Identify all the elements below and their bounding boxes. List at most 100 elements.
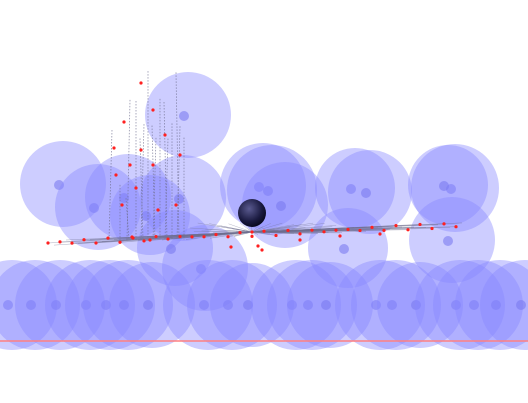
- sphere-core: [263, 186, 273, 196]
- marker: [298, 238, 302, 242]
- sphere-core: [439, 181, 449, 191]
- marker: [154, 234, 158, 239]
- marker: [142, 239, 146, 243]
- vertical-line-layer: [108, 71, 185, 241]
- vertical-strand: [126, 99, 131, 241]
- sphere-core: [89, 203, 99, 213]
- vertical-strand: [175, 72, 180, 241]
- marker: [94, 241, 98, 245]
- vertical-strand: [108, 129, 113, 241]
- marker: [430, 226, 434, 231]
- sphere-core: [174, 194, 184, 204]
- marker: [382, 228, 386, 232]
- marker: [151, 108, 155, 112]
- sphere-core: [516, 300, 526, 310]
- marker: [139, 81, 143, 85]
- fan-line: [251, 222, 283, 233]
- sphere: [0, 260, 80, 350]
- marker: [338, 234, 342, 238]
- marker: [112, 146, 116, 150]
- sphere-core: [51, 300, 61, 310]
- marker: [256, 244, 260, 248]
- marker: [190, 235, 194, 239]
- sphere-core: [26, 300, 36, 310]
- sphere-core: [143, 300, 153, 310]
- marker: [406, 228, 410, 232]
- marker: [163, 133, 167, 137]
- marker: [274, 233, 278, 238]
- sphere-core: [469, 300, 479, 310]
- marker: [334, 228, 338, 232]
- marker: [226, 235, 230, 239]
- marker: [178, 234, 182, 239]
- fan-line-layer: [47, 222, 463, 246]
- marker: [139, 148, 143, 152]
- dark-sphere[interactable]: [238, 199, 266, 227]
- marker: [151, 163, 155, 167]
- fan-line: [251, 231, 277, 236]
- sphere-core: [287, 300, 297, 310]
- vertical-strand: [125, 198, 130, 241]
- sphere-core: [141, 211, 151, 221]
- front-sphere-layer: [0, 260, 528, 350]
- marker: [250, 234, 254, 239]
- marker: [378, 232, 382, 236]
- marker: [260, 248, 264, 252]
- sphere-core: [411, 300, 421, 310]
- marker: [58, 240, 62, 244]
- marker: [70, 241, 74, 245]
- sphere-core: [346, 184, 356, 194]
- sphere: [480, 260, 528, 350]
- sphere-core: [491, 300, 501, 310]
- marker: [418, 222, 422, 227]
- marker: [214, 232, 218, 237]
- sphere-core: [254, 182, 264, 192]
- fan-line: [228, 223, 253, 233]
- marker: [358, 228, 362, 233]
- marker: [322, 230, 326, 234]
- marker: [131, 236, 135, 240]
- marker: [370, 225, 374, 229]
- sphere-core: [443, 236, 453, 246]
- sphere-core: [119, 193, 129, 203]
- sphere-core: [361, 188, 371, 198]
- fan-line: [251, 223, 271, 233]
- marker: [82, 238, 86, 242]
- marker: [394, 224, 398, 228]
- sphere-core: [371, 300, 381, 310]
- fan-line: [209, 231, 253, 239]
- marker: [156, 208, 160, 212]
- marker: [120, 203, 124, 207]
- sphere-core: [223, 300, 233, 310]
- sphere-core: [196, 264, 206, 274]
- marker: [229, 245, 233, 249]
- sphere-core: [321, 300, 331, 310]
- marker-layer: [46, 81, 458, 252]
- marker: [178, 153, 182, 157]
- sphere-core: [101, 300, 111, 310]
- sphere-core: [54, 180, 64, 190]
- sphere-core: [81, 300, 91, 310]
- marker: [346, 227, 350, 232]
- marker: [114, 173, 118, 177]
- marker: [122, 120, 126, 124]
- vertical-strand: [164, 138, 169, 241]
- marker: [442, 222, 446, 226]
- marker: [262, 229, 266, 233]
- fan-line: [232, 228, 253, 233]
- sphere-core: [243, 300, 253, 310]
- fan-line: [201, 230, 253, 233]
- marker: [46, 241, 50, 245]
- marker: [454, 225, 458, 229]
- marker: [238, 231, 242, 235]
- marker: [250, 230, 254, 234]
- vertical-strand: [151, 125, 156, 241]
- marker: [286, 228, 290, 233]
- marker: [128, 163, 132, 167]
- vertical-strand: [163, 102, 168, 241]
- fan-line: [251, 231, 341, 234]
- sphere-core: [276, 201, 286, 211]
- marker: [298, 232, 302, 236]
